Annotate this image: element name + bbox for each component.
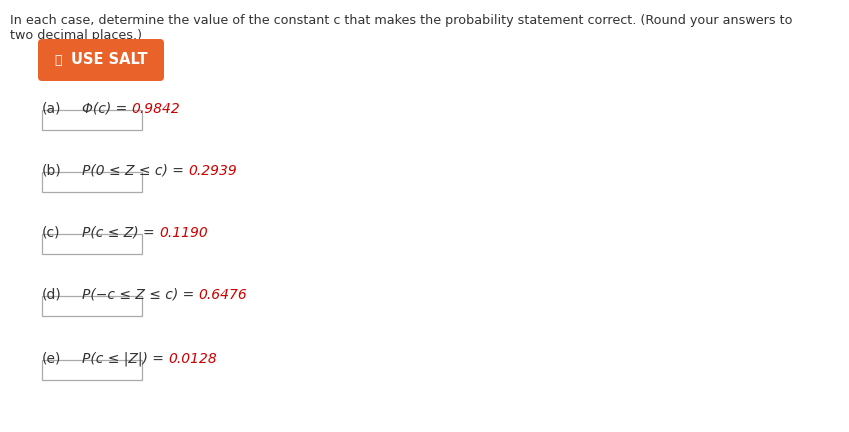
FancyBboxPatch shape	[38, 39, 164, 81]
Text: In each case, determine the value of the constant c that makes the probability s: In each case, determine the value of the…	[10, 14, 792, 27]
Text: two decimal places.): two decimal places.)	[10, 29, 142, 42]
Bar	[42, 234, 142, 254]
Text: 0.1190: 0.1190	[159, 226, 208, 240]
Text: (c): (c)	[42, 226, 60, 240]
Bar	[42, 296, 142, 316]
Bar	[42, 172, 142, 192]
Text: 0.2939: 0.2939	[188, 164, 237, 178]
Text: P(c ≤ |Z|) =: P(c ≤ |Z|) =	[82, 352, 168, 366]
Text: 🔔: 🔔	[54, 54, 62, 67]
Text: 0.6476: 0.6476	[199, 288, 247, 302]
Text: P(0 ≤ Z ≤ c) =: P(0 ≤ Z ≤ c) =	[82, 164, 188, 178]
Text: 0.0128: 0.0128	[168, 352, 217, 366]
Text: (e): (e)	[42, 352, 61, 366]
Text: (a): (a)	[42, 102, 61, 116]
Text: P(−c ≤ Z ≤ c) =: P(−c ≤ Z ≤ c) =	[82, 288, 199, 302]
Bar	[42, 360, 142, 380]
Text: (b): (b)	[42, 164, 62, 178]
Text: 0.9842: 0.9842	[132, 102, 180, 116]
Text: Φ(c) =: Φ(c) =	[82, 102, 132, 116]
Text: P(c ≤ Z) =: P(c ≤ Z) =	[82, 226, 159, 240]
Text: (d): (d)	[42, 288, 62, 302]
Text: USE SALT: USE SALT	[70, 53, 148, 67]
Bar	[42, 110, 142, 130]
